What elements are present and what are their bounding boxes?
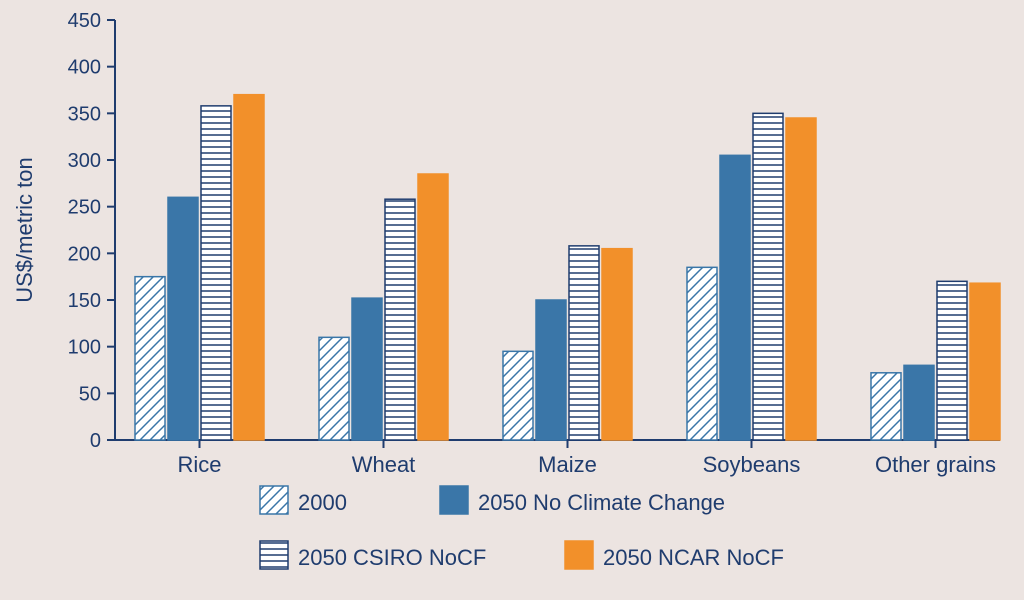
y-tick-label: 250 — [68, 197, 101, 219]
bar-s2050_ncar — [970, 283, 1000, 440]
chart-svg: 0 50 100 150 200 250 300 350 400 450 US$/metric to… — [0, 0, 1024, 600]
y-tick-label: 100 — [68, 337, 101, 359]
legend-swatch — [260, 486, 288, 514]
bar-s2050_nocc — [168, 197, 198, 440]
category-label: Soybeans — [703, 452, 801, 477]
category-label: Rice — [177, 452, 221, 477]
bar-s2050_csiro — [201, 106, 231, 440]
bar-s2000 — [135, 277, 165, 440]
y-tick-label: 350 — [68, 103, 101, 125]
bar-s2050_nocc — [720, 155, 750, 440]
legend-label: 2000 — [298, 490, 347, 515]
bar-s2000 — [687, 267, 717, 440]
y-tick-label: 450 — [68, 10, 101, 32]
legend-label: 2050 NCAR NoCF — [603, 545, 784, 570]
legend-label: 2050 CSIRO NoCF — [298, 545, 486, 570]
category-label: Maize — [538, 452, 597, 477]
bar-s2000 — [503, 351, 533, 440]
bar-s2050_csiro — [385, 199, 415, 440]
bar-s2050_ncar — [418, 174, 448, 440]
legend-swatch — [260, 541, 288, 569]
bar-s2050_nocc — [904, 365, 934, 440]
y-axis-label: US$/metric ton — [12, 157, 37, 303]
bar-s2050_csiro — [937, 281, 967, 440]
bar-s2050_csiro — [569, 246, 599, 440]
bar-s2050_ncar — [602, 249, 632, 440]
bar-s2000 — [871, 373, 901, 440]
bar-s2050_csiro — [753, 113, 783, 440]
legend-swatch — [440, 486, 468, 514]
category-label: Wheat — [352, 452, 416, 477]
y-tick-label: 200 — [68, 243, 101, 265]
bar-s2000 — [319, 337, 349, 440]
y-tick-label: 150 — [68, 290, 101, 312]
bar-s2050_nocc — [536, 300, 566, 440]
grain-price-chart: 0 50 100 150 200 250 300 350 400 450 US$/metric to… — [0, 0, 1024, 600]
y-tick-label: 300 — [68, 150, 101, 172]
category-label: Other grains — [875, 452, 996, 477]
y-tick-label: 0 — [90, 430, 101, 452]
bar-s2050_ncar — [786, 118, 816, 440]
legend-label: 2050 No Climate Change — [478, 490, 725, 515]
y-tick-label: 400 — [68, 57, 101, 79]
bar-s2050_nocc — [352, 298, 382, 440]
legend-swatch — [565, 541, 593, 569]
y-tick-label: 50 — [79, 383, 101, 405]
bar-s2050_ncar — [234, 95, 264, 440]
